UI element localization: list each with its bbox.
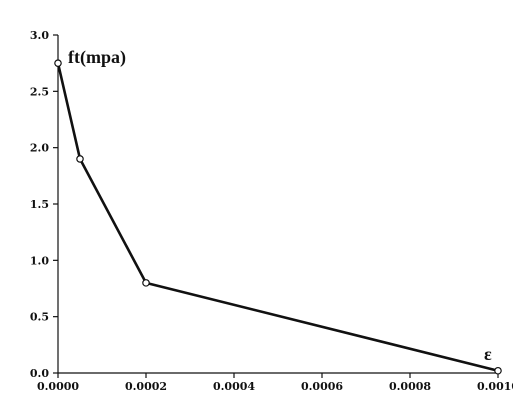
data-point — [54, 59, 62, 67]
data-point — [76, 155, 84, 163]
y-tick-label: 0.0 — [30, 367, 49, 380]
x-tick-label: 0.0000 — [37, 380, 79, 393]
x-axis-title: ε — [484, 344, 492, 364]
y-tick-label: 1.5 — [30, 198, 49, 211]
data-point — [494, 366, 502, 375]
y-axis-ticks: 0.0 0.5 1.0 1.5 2.0 2.5 3.0 — [30, 29, 58, 380]
y-tick-label: 2.0 — [30, 142, 49, 155]
y-tick-label: 0.5 — [30, 311, 49, 324]
y-tick-label: 1.0 — [30, 254, 49, 267]
data-markers — [54, 59, 502, 375]
data-point — [142, 279, 150, 287]
y-tick-label: 2.5 — [30, 85, 49, 98]
x-tick-label: 0.0002 — [125, 380, 167, 393]
x-tick-label: 0.0004 — [213, 380, 255, 393]
y-tick-label: 3.0 — [30, 29, 49, 42]
x-tick-label: 0.0008 — [389, 380, 431, 393]
y-axis-title: ft(mpa) — [68, 47, 126, 68]
x-tick-label: 0.0010 — [477, 380, 513, 393]
series-line — [56, 62, 499, 372]
x-axis-ticks: 0.0000 0.0002 0.0004 0.0006 0.0008 0.0010 — [37, 373, 513, 393]
x-tick-label: 0.0006 — [301, 380, 343, 393]
